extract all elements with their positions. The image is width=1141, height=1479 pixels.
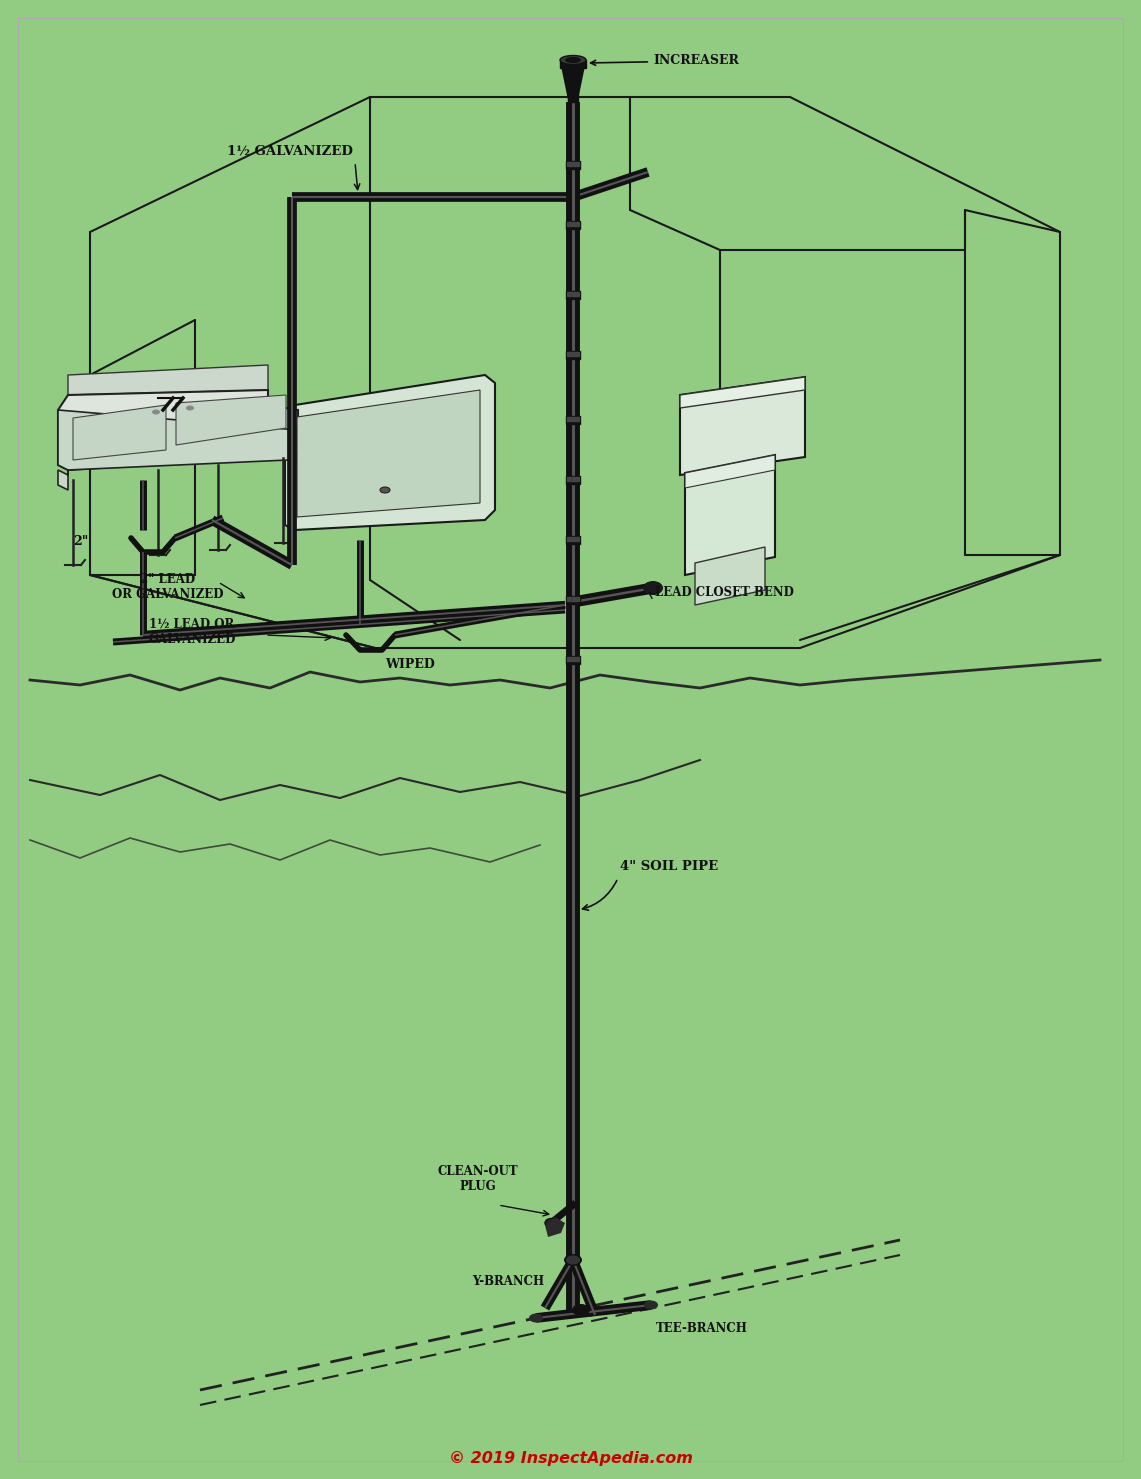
Bar bbox=[566, 535, 580, 544]
Bar bbox=[567, 352, 578, 356]
Ellipse shape bbox=[566, 1256, 580, 1265]
Polygon shape bbox=[73, 405, 165, 460]
Polygon shape bbox=[68, 365, 268, 395]
Ellipse shape bbox=[644, 581, 663, 595]
Bar bbox=[567, 291, 578, 296]
Bar bbox=[566, 476, 580, 484]
Bar bbox=[567, 537, 578, 541]
Text: 4" SOIL PIPE: 4" SOIL PIPE bbox=[620, 859, 718, 873]
Bar bbox=[567, 417, 578, 422]
Text: INCREASER: INCREASER bbox=[591, 55, 739, 68]
Polygon shape bbox=[695, 547, 764, 605]
Text: CLEAN-OUT
PLUG: CLEAN-OUT PLUG bbox=[438, 1165, 518, 1194]
Ellipse shape bbox=[572, 1304, 590, 1316]
Bar bbox=[566, 220, 580, 229]
Bar bbox=[566, 596, 580, 603]
Text: LEAD CLOSET BEND: LEAD CLOSET BEND bbox=[655, 586, 794, 599]
Ellipse shape bbox=[152, 410, 160, 414]
Ellipse shape bbox=[560, 56, 586, 65]
Polygon shape bbox=[297, 390, 480, 518]
Bar bbox=[567, 163, 578, 166]
Bar bbox=[566, 351, 580, 359]
Polygon shape bbox=[176, 395, 286, 445]
Bar bbox=[567, 598, 578, 600]
Bar bbox=[568, 84, 578, 102]
Bar bbox=[566, 416, 580, 424]
Polygon shape bbox=[685, 456, 775, 575]
Bar bbox=[566, 161, 580, 169]
Polygon shape bbox=[285, 376, 495, 529]
Ellipse shape bbox=[644, 1300, 658, 1309]
Text: WIPED: WIPED bbox=[386, 658, 435, 671]
Polygon shape bbox=[561, 67, 585, 101]
Polygon shape bbox=[58, 410, 298, 490]
Text: 1½ GALVANIZED: 1½ GALVANIZED bbox=[227, 145, 353, 158]
Polygon shape bbox=[58, 390, 298, 470]
Ellipse shape bbox=[565, 58, 581, 64]
Text: Y-BRANCH: Y-BRANCH bbox=[472, 1275, 544, 1288]
Bar bbox=[566, 657, 580, 664]
Ellipse shape bbox=[380, 487, 390, 493]
Text: 2" LEAD
OR GALVANIZED: 2" LEAD OR GALVANIZED bbox=[112, 572, 224, 600]
Bar bbox=[567, 657, 578, 661]
Bar bbox=[566, 291, 580, 299]
Ellipse shape bbox=[564, 1254, 582, 1266]
Bar bbox=[560, 61, 586, 68]
Ellipse shape bbox=[529, 1313, 543, 1322]
Bar bbox=[567, 478, 578, 481]
Polygon shape bbox=[685, 456, 775, 488]
Polygon shape bbox=[545, 1217, 565, 1236]
Text: TEE-BRANCH: TEE-BRANCH bbox=[656, 1322, 747, 1336]
Polygon shape bbox=[680, 377, 806, 475]
Ellipse shape bbox=[545, 1219, 557, 1228]
Ellipse shape bbox=[186, 405, 194, 411]
Text: 1½ LEAD OR
GALVANIZED: 1½ LEAD OR GALVANIZED bbox=[148, 618, 236, 646]
Text: © 2019 InspectApedia.com: © 2019 InspectApedia.com bbox=[448, 1451, 693, 1466]
Bar bbox=[567, 222, 578, 226]
Polygon shape bbox=[680, 377, 806, 408]
Text: 2": 2" bbox=[73, 535, 88, 549]
